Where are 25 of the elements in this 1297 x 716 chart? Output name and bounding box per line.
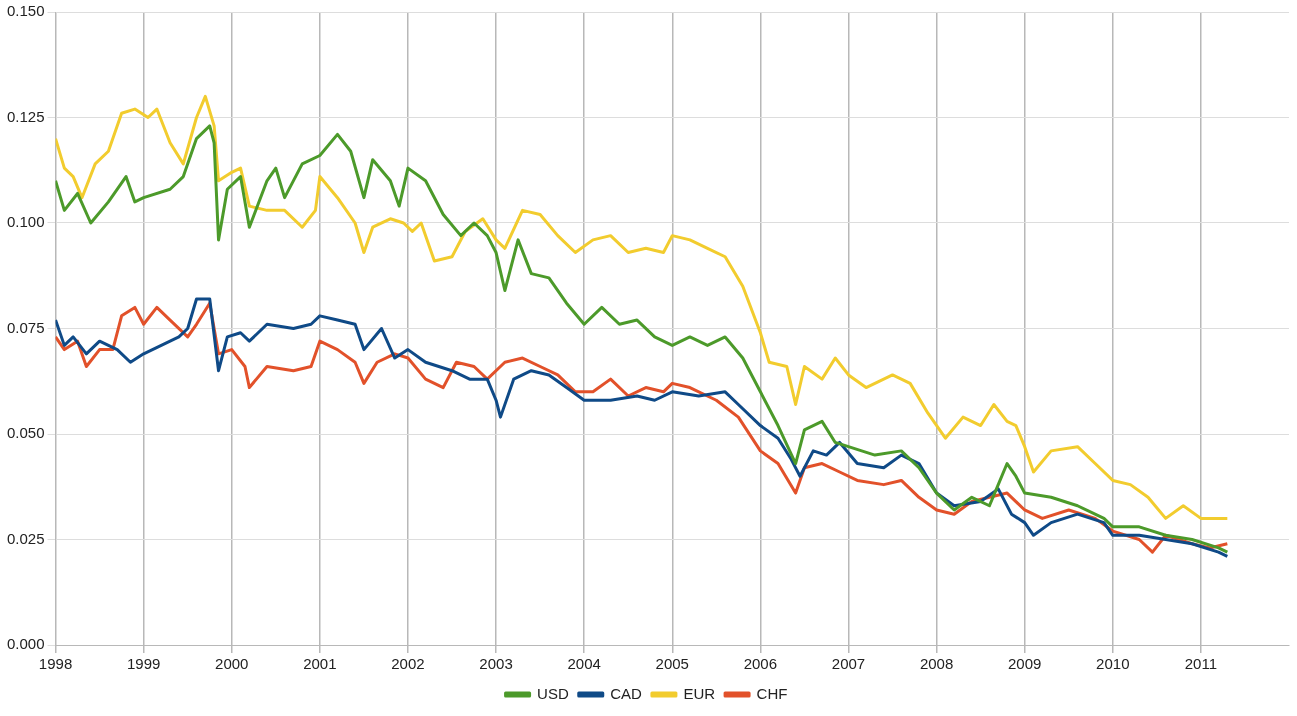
legend-label: CHF: [756, 684, 788, 702]
x-tick-label: 1999: [126, 655, 161, 673]
y-tick-label: 0.050: [6, 424, 45, 442]
x-tick-label: 2002: [391, 655, 425, 673]
y-tick-label: 0.025: [6, 529, 45, 547]
x-tick-label: 2007: [831, 655, 866, 673]
x-tick-label: 2003: [479, 655, 513, 673]
x-tick-label: 2009: [1008, 655, 1042, 673]
legend-label: USD: [537, 684, 569, 702]
y-tick-label: 0.000: [6, 635, 45, 653]
legend-label: CAD: [610, 684, 643, 702]
y-tick-label: 0.125: [6, 107, 45, 125]
x-tick-label: 2001: [303, 655, 337, 673]
x-tick-label: 2008: [919, 655, 954, 673]
legend-label: EUR: [683, 684, 716, 702]
x-tick-label: 2004: [567, 655, 601, 673]
x-tick-label: 2011: [1184, 655, 1218, 673]
x-tick-label: 1998: [38, 655, 73, 673]
y-tick-label: 0.100: [6, 213, 45, 231]
y-tick-label: 0.150: [6, 2, 45, 20]
x-tick-label: 2000: [215, 655, 249, 673]
y-tick-label: 0.075: [6, 318, 45, 336]
x-tick-label: 2006: [743, 655, 778, 673]
x-tick-label: 2005: [655, 655, 689, 673]
x-tick-label: 2010: [1096, 655, 1130, 673]
